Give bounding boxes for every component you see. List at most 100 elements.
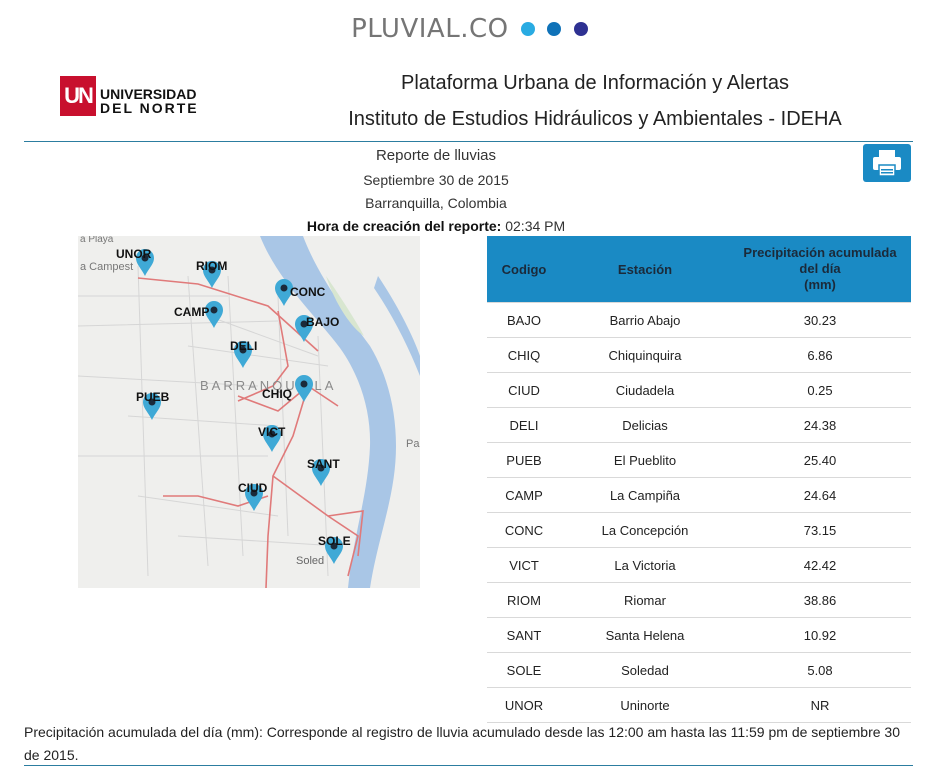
table-row: CIUD Ciudadela 0.25	[487, 372, 911, 408]
cell-code: CONC	[487, 512, 561, 548]
station-pin-icon[interactable]	[203, 261, 221, 288]
brand-name: PLUVIAL.CO	[351, 14, 509, 44]
table-row: UNOR Uninorte NR	[487, 687, 911, 723]
cell-precipitation: NR	[729, 687, 911, 723]
header-station[interactable]: Estación	[561, 236, 729, 303]
station-label: VICT	[258, 425, 286, 439]
station-label: CIUD	[238, 481, 268, 495]
cell-station: Riomar	[561, 582, 729, 618]
place-label-campestre: a Campest	[80, 261, 133, 273]
station-label: BAJO	[306, 315, 339, 329]
station-pin-icon[interactable]	[136, 249, 154, 276]
station-pin-icon[interactable]	[325, 537, 343, 564]
header-divider	[24, 141, 913, 142]
university-name-line2: DEL NORTE	[100, 100, 199, 116]
precipitation-table: Codigo Estación Precipitación acumulada …	[487, 236, 911, 723]
report-location: Barranquilla, Colombia	[365, 195, 507, 211]
cell-precipitation: 73.15	[729, 512, 911, 548]
cell-code: SOLE	[487, 652, 561, 688]
institute-title: Instituto de Estudios Hidráulicos y Ambi…	[348, 108, 842, 130]
cell-precipitation: 0.25	[729, 372, 911, 408]
cell-precipitation: 38.86	[729, 582, 911, 618]
station-pin-icon[interactable]	[263, 425, 281, 452]
cell-precipitation: 10.92	[729, 617, 911, 653]
station-pin-icon[interactable]	[205, 300, 223, 328]
station-label: SANT	[307, 457, 340, 471]
table-row: PUEB El Pueblito 25.40	[487, 442, 911, 478]
station-pin-center	[239, 346, 247, 354]
cell-station: Ciudadela	[561, 372, 729, 408]
street-grid	[78, 265, 339, 577]
university-name-line1: UNIVERSIDAD	[100, 86, 197, 102]
footer-divider	[24, 765, 913, 766]
cell-precipitation: 5.08	[729, 652, 911, 688]
station-label: PUEB	[136, 390, 170, 404]
station-label: CAMP	[174, 305, 209, 319]
footnote: Precipitación acumulada del día (mm): Co…	[24, 724, 900, 763]
station-pin-icon[interactable]	[275, 279, 293, 306]
station-map[interactable]: a Playa a Campest Soled Pa BARRANQUILLA …	[78, 236, 420, 588]
cell-station: Delicias	[561, 407, 729, 443]
station-pin-center	[250, 489, 258, 497]
cell-precipitation: 42.42	[729, 547, 911, 583]
station-pin-center	[210, 306, 218, 314]
cell-precipitation: 24.64	[729, 477, 911, 513]
cell-station: Soledad	[561, 652, 729, 688]
station-pin-center	[141, 254, 149, 262]
station-pin-center	[268, 430, 276, 438]
table-row: BAJO Barrio Abajo 30.23	[487, 302, 911, 338]
cell-code: CAMP	[487, 477, 561, 513]
station-label: CONC	[290, 285, 326, 299]
header-precipitation[interactable]: Precipitación acumulada del día (mm)	[729, 236, 911, 303]
station-pin-center	[148, 398, 156, 406]
station-pin-center	[300, 320, 308, 328]
brand-dot-3	[573, 22, 588, 36]
magdalena-river	[260, 236, 396, 588]
table-row: CAMP La Campiña 24.64	[487, 477, 911, 513]
header-code[interactable]: Codigo	[487, 236, 561, 303]
cell-code: VICT	[487, 547, 561, 583]
station-pin-icon[interactable]	[295, 375, 313, 402]
report-time-value: 02:34 PM	[505, 218, 566, 234]
station-label: RIOM	[196, 259, 227, 273]
cell-station: Santa Helena	[561, 617, 729, 653]
cell-code: PUEB	[487, 442, 561, 478]
cell-code: CIUD	[487, 372, 561, 408]
station-label: DELI	[230, 339, 257, 353]
report-time-label: Hora de creación del reporte:	[306, 218, 502, 234]
university-mark: UN	[60, 76, 96, 116]
table-row: CONC La Concepción 73.15	[487, 512, 911, 548]
cell-precipitation: 25.40	[729, 442, 911, 478]
table-header-row: Codigo Estación Precipitación acumulada …	[487, 236, 911, 303]
table-row: RIOM Riomar 38.86	[487, 582, 911, 618]
station-label: SOLE	[318, 534, 351, 548]
station-pin-icon[interactable]	[234, 341, 252, 368]
cell-station: La Campiña	[561, 477, 729, 513]
station-pin-icon[interactable]	[245, 484, 263, 511]
station-pin-icon[interactable]	[312, 459, 330, 486]
brand-dot-1	[521, 22, 536, 36]
cell-station: El Pueblito	[561, 442, 729, 478]
pluvial-logo: PLUVIAL.CO	[0, 14, 939, 44]
cell-station: Barrio Abajo	[561, 302, 729, 338]
cell-station: La Concepción	[561, 512, 729, 548]
station-pin-center	[317, 464, 325, 472]
table-row: SANT Santa Helena 10.92	[487, 617, 911, 653]
station-pin-icon[interactable]	[143, 393, 161, 420]
report-title: Reporte de lluvias	[375, 147, 497, 164]
table-row: DELI Delicias 24.38	[487, 407, 911, 443]
print-button[interactable]	[863, 144, 911, 182]
place-label-playa: a Playa	[80, 236, 114, 245]
platform-title: Plataforma Urbana de Información y Alert…	[401, 72, 789, 94]
cell-precipitation: 6.86	[729, 337, 911, 373]
cell-code: BAJO	[487, 302, 561, 338]
station-pin-icon[interactable]	[295, 315, 313, 342]
table-row: VICT La Victoria 42.42	[487, 547, 911, 583]
cell-precipitation: 24.38	[729, 407, 911, 443]
station-label: UNOR	[116, 247, 152, 261]
brand-dot-2	[547, 22, 562, 36]
printer-icon	[873, 150, 901, 177]
cell-station: Chiquinquira	[561, 337, 729, 373]
main-roads	[137, 277, 364, 588]
island	[326, 276, 364, 336]
